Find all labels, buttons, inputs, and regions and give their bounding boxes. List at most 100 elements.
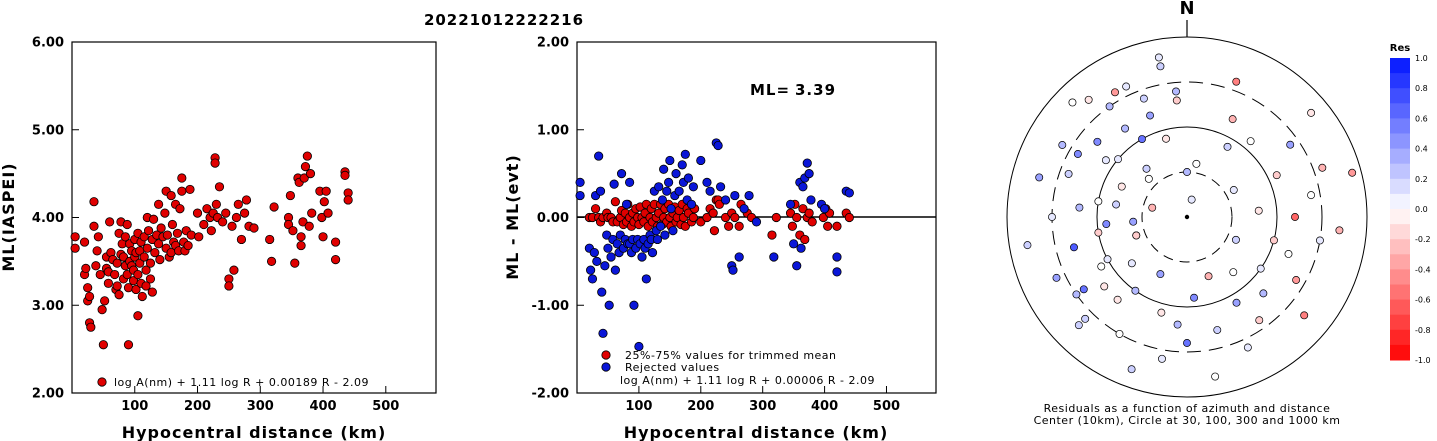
left-point-a — [224, 281, 234, 291]
left-point-a — [150, 248, 160, 258]
left-point-a — [218, 217, 228, 227]
middle-chart: 2.00 1.00 0.00 -1.00 -2.00 100 200 300 400 500 M… — [503, 36, 937, 441]
polar-points — [1023, 53, 1357, 381]
polar-point — [1058, 141, 1067, 149]
colorbar-tick-label: -0.4 — [1415, 265, 1431, 274]
left-point-a — [236, 234, 247, 245]
left-point-a — [110, 269, 120, 280]
middle-x-axis-label: Hypocentral distance (km) — [624, 423, 889, 441]
left-x-ticks: 100 200 300 400 500 — [121, 386, 399, 414]
left-point-a — [93, 232, 103, 242]
left-point-a — [192, 208, 203, 218]
middle-point-b — [792, 261, 802, 271]
polar-point — [1291, 213, 1299, 221]
left-y-axis-label: ML(IASPEI) — [0, 162, 18, 271]
polar-point — [1084, 95, 1093, 104]
left-point-a — [97, 305, 107, 315]
polar-point — [1146, 111, 1155, 120]
middle-point-b — [715, 182, 726, 192]
colorbar: Res 1.0 0.8 0.6 0.4 0.2 0.0 -0.2 -0.4 -0.6 -0.8 -1… — [1390, 43, 1431, 365]
left-point-a — [307, 208, 317, 218]
middle-point-a — [832, 221, 842, 231]
colorbar-cell — [1390, 344, 1410, 361]
middle-point-b — [597, 287, 607, 297]
polar-point — [1272, 171, 1281, 180]
middle-point-b — [625, 177, 635, 187]
middle-point-b — [612, 239, 622, 249]
north-label: N — [1179, 0, 1194, 19]
polar-point — [1102, 220, 1111, 229]
ring-100km — [1096, 126, 1278, 308]
colorbar-cell — [1390, 163, 1410, 180]
polar-point — [1232, 77, 1241, 86]
left-y-ticks: 6.00 5.00 4.00 3.00 2.00 — [32, 36, 79, 402]
left-point-a — [103, 278, 114, 288]
middle-formula: log A(nm) + 1.11 log R + 0.00006 R - 2.0… — [620, 374, 875, 387]
left-point-a — [299, 173, 309, 183]
polar-point — [1122, 82, 1131, 91]
middle-point-b — [652, 234, 663, 245]
left-formula-marker — [97, 377, 107, 387]
colorbar-cell — [1390, 193, 1410, 210]
polar-point — [1307, 191, 1316, 200]
polar-point — [1052, 273, 1061, 282]
middle-point-b — [804, 169, 814, 179]
middle-point-b — [674, 186, 684, 196]
left-y-tick-label: 5.00 — [32, 123, 64, 138]
middle-point-b — [575, 190, 585, 201]
middle-point-b — [728, 265, 738, 275]
left-point-a — [296, 232, 306, 242]
left-point-a — [105, 217, 115, 227]
polar-point — [1127, 365, 1136, 374]
polar-chart: N Residuals as a function of azimuth and… — [1006, 0, 1368, 427]
polar-point — [1048, 213, 1056, 221]
middle-point-a — [800, 234, 810, 245]
left-point-a — [145, 258, 156, 268]
middle-point-a — [610, 197, 620, 207]
polar-point — [1111, 88, 1119, 97]
middle-point-a — [696, 217, 706, 227]
polar-point — [1079, 285, 1088, 294]
colorbar-cells — [1390, 58, 1410, 361]
polar-point — [1070, 243, 1078, 252]
middle-point-b — [802, 158, 812, 168]
polar-point — [1254, 206, 1263, 215]
polar-point — [1148, 203, 1157, 212]
middle-point-a — [688, 212, 698, 223]
polar-point — [1269, 236, 1278, 245]
left-point-a — [318, 232, 328, 242]
middle-y-tick-label: 2.00 — [537, 36, 569, 51]
middle-point-b — [769, 252, 779, 262]
middle-x-ticks: 100 200 300 400 500 — [625, 386, 900, 414]
polar-point — [1073, 150, 1082, 158]
middle-y-tick-label: 1.00 — [537, 123, 569, 138]
middle-point-b — [671, 169, 681, 179]
center-dot — [1184, 214, 1190, 220]
middle-point-a — [708, 208, 718, 218]
left-point-a — [330, 237, 341, 247]
polar-point — [1035, 173, 1044, 182]
polar-point — [1074, 321, 1083, 330]
polar-point — [1292, 276, 1301, 284]
middle-point-b — [730, 190, 740, 201]
polar-point — [1131, 286, 1140, 295]
left-point-a — [81, 263, 91, 273]
left-point-a — [304, 221, 314, 231]
polar-point — [1229, 268, 1238, 277]
middle-point-a — [730, 212, 740, 223]
middle-point-b — [751, 217, 762, 227]
colorbar-cell — [1390, 133, 1410, 150]
middle-point-b — [603, 243, 613, 253]
colorbar-cell — [1390, 224, 1410, 240]
left-point-a — [83, 283, 93, 293]
left-chart: 6.00 5.00 4.00 3.00 2.00 100 200 300 400 500 ML(… — [0, 36, 437, 441]
polar-point — [1129, 217, 1138, 226]
left-formula: log A(nm) + 1.11 log R + 0.00189 R - 2.0… — [114, 376, 369, 389]
left-point-a — [266, 256, 277, 266]
polar-point — [1173, 320, 1182, 329]
colorbar-ticks: 1.0 0.8 0.6 0.4 0.2 0.0 -0.2 -0.4 -0.6 -0.8 -1.0 — [1415, 54, 1431, 365]
middle-point-b — [602, 230, 612, 240]
polar-point — [1187, 195, 1196, 204]
middle-x-tick-label: 200 — [687, 399, 714, 414]
colorbar-tick-label: -1.0 — [1415, 356, 1431, 365]
